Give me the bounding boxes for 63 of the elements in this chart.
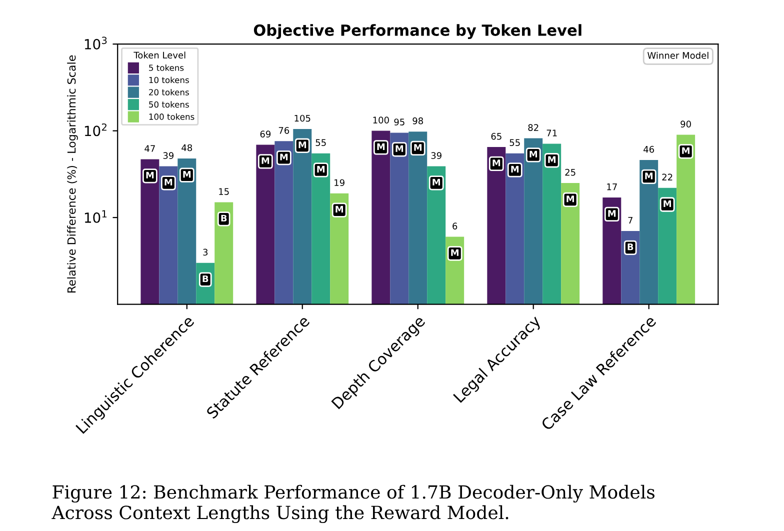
annotation: B <box>202 275 208 282</box>
legend-label: 100 tokens <box>149 113 194 120</box>
annotation: M <box>511 166 519 172</box>
data-label: 25 <box>565 168 576 176</box>
annotation: M <box>682 147 690 154</box>
legend-label: 10 tokens <box>149 76 189 84</box>
data-label: 69 <box>260 130 271 138</box>
annotation: M <box>396 145 404 152</box>
annotation: B <box>221 214 227 222</box>
legend-title: Token Level <box>134 52 186 59</box>
annotation: Winner Model <box>648 52 708 59</box>
annotation: M <box>377 143 385 150</box>
annotation: M <box>336 206 343 213</box>
data-label: 48 <box>182 144 192 152</box>
data-label: 39 <box>431 152 442 159</box>
data-label: 15 <box>219 188 229 195</box>
annotation: M <box>432 178 440 186</box>
data-label: 98 <box>412 117 423 124</box>
data-label: 76 <box>278 127 290 134</box>
caption: Figure 12: Benchmark Performance of 1.7B Decoder-Only Models Across Context Lengths Using the Reward Model. <box>52 484 654 524</box>
data-label: 22 <box>662 174 672 180</box>
data-label: 95 <box>394 118 404 126</box>
legend-label: 5 tokens <box>149 64 184 71</box>
annotation: B <box>628 244 634 250</box>
data-label: 6 <box>452 222 458 230</box>
data-label: 3 <box>203 248 208 256</box>
annotation: M <box>298 142 306 148</box>
annotation: M <box>414 144 422 151</box>
annotation: M <box>530 150 538 158</box>
chart-title: Objective Performance by Token Level <box>254 24 582 40</box>
data-label: 55 <box>510 139 520 146</box>
data-label: 65 <box>491 132 502 140</box>
annotation: M <box>164 178 172 186</box>
data-label: 17 <box>607 184 617 190</box>
data-label: 39 <box>163 152 174 159</box>
annotation: M <box>280 154 288 160</box>
data-label: 55 <box>316 139 326 146</box>
y-tick-label: 10$^{2}$ <box>84 123 106 136</box>
annotation: M <box>645 172 653 180</box>
data-label: 71 <box>546 130 557 136</box>
annotation: M <box>183 171 191 178</box>
data-label: 7 <box>628 216 632 224</box>
y-tick-label: 10$^{1}$ <box>84 210 107 223</box>
annotation: M <box>451 249 458 256</box>
data-label: 100 <box>373 116 389 124</box>
annotation: M <box>566 196 574 202</box>
legend-label: 20 tokens <box>149 88 189 96</box>
annotation: M <box>317 166 325 172</box>
annotation: M <box>548 156 556 163</box>
annotation: M <box>146 172 154 178</box>
data-label: 19 <box>334 179 344 186</box>
annotation: M <box>664 200 671 207</box>
legend-label: 50 tokens <box>149 101 189 108</box>
data-label: 82 <box>528 124 538 131</box>
annotation: M <box>492 160 500 166</box>
y-tick-label: 10$^{3}$ <box>84 36 107 50</box>
data-label: 105 <box>294 114 310 122</box>
data-label: 46 <box>644 146 654 153</box>
annotation: M <box>608 210 616 217</box>
annotation: M <box>262 157 270 164</box>
data-label: 47 <box>144 145 155 152</box>
data-label: 90 <box>680 120 691 128</box>
y-axis-title: Relative Difference (%) - Logarithmic Scale <box>67 55 78 292</box>
